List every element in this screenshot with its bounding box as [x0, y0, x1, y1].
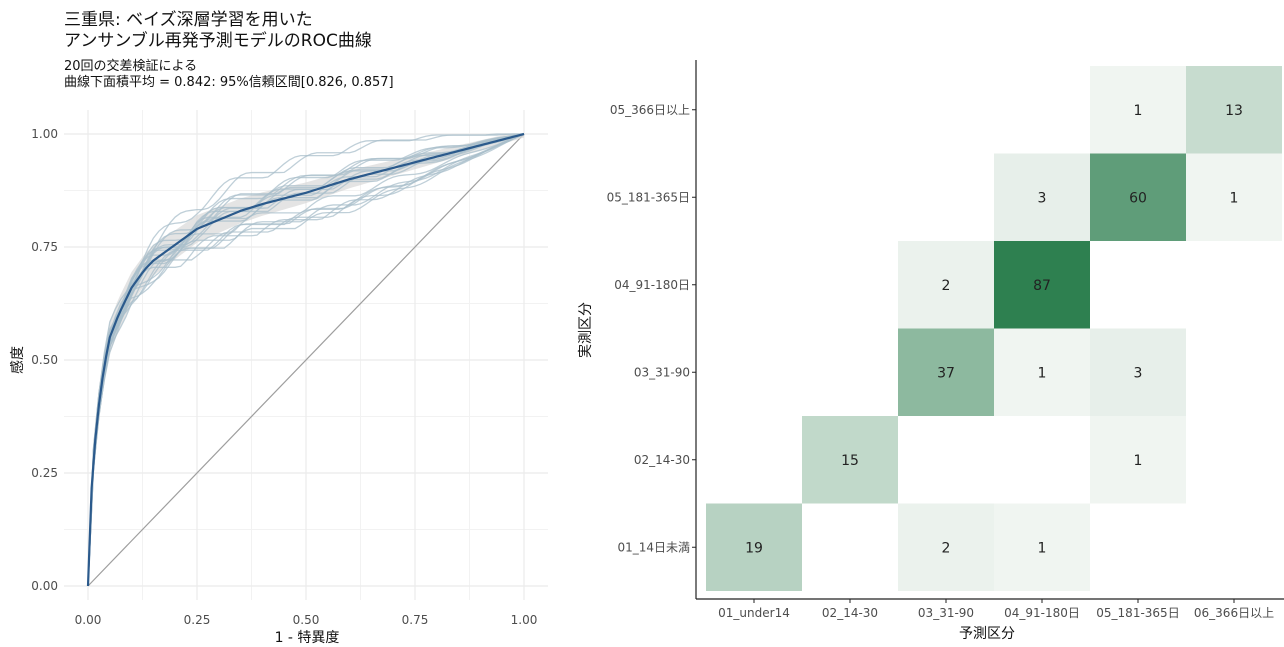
cm-cell-value: 3: [1038, 190, 1047, 206]
cm-x-tick-label: 03_31-90: [918, 606, 974, 620]
cm-cell: [1090, 416, 1186, 504]
cm-cell: [898, 241, 994, 329]
roc-title-line-1: 三重県: ベイズ深層学習を用いた: [64, 10, 313, 30]
cm-cell-value: 19: [745, 540, 763, 556]
cm-cell-value: 2: [942, 278, 951, 294]
cm-cell: [802, 416, 898, 504]
cm-cell: [1090, 328, 1186, 416]
roc-fold-curve: [87, 133, 525, 587]
roc-subtitle-line-1: 20回の交差検証による: [64, 58, 197, 74]
cm-cell-value: 37: [937, 365, 955, 381]
roc-mean-curve: [86, 132, 525, 587]
cm-cell: [706, 503, 802, 591]
cm-y-axis-title: 実測区分: [578, 302, 594, 358]
roc-subtitle-line-2: 曲線下面積平均 = 0.842: 95%信頼区間[0.826, 0.857]: [64, 74, 394, 90]
cm-cell-value: 87: [1033, 278, 1051, 294]
cm-cell-value: 13: [1225, 103, 1243, 119]
roc-x-tick-label: 1.00: [511, 613, 538, 627]
cm-cell: [994, 328, 1090, 416]
cm-x-tick-label: 05_181-365日: [1096, 606, 1179, 620]
cm-y-tick-label: 02_14-30: [634, 453, 690, 467]
cm-x-tick-label: 04_91-180日: [1004, 606, 1080, 620]
cm-cell-value: 2: [942, 540, 951, 556]
roc-x-axis-title: 1 - 特異度: [275, 630, 340, 646]
roc-x-tick-label: 0.75: [402, 613, 429, 627]
roc-fold-curve: [87, 133, 525, 587]
roc-y-tick-label: 0.75: [31, 240, 58, 254]
cm-y-tick-label: 05_366日以上: [610, 103, 690, 117]
cm-cell: [994, 241, 1090, 329]
cm-y-tick-label: 05_181-365日: [607, 190, 690, 204]
cm-cell-value: 60: [1129, 190, 1147, 206]
roc-x-tick-label: 0.50: [293, 613, 320, 627]
cm-y-tick-label: 01_14日未満: [617, 540, 690, 554]
cm-cell-value: 1: [1134, 103, 1143, 119]
cm-cell-value: 3: [1134, 365, 1143, 381]
roc-chart: 三重県: ベイズ深層学習を用いた アンサンブル再発予測モデルのROC曲線 20回…: [9, 10, 548, 646]
roc-x-tick-label: 0.25: [184, 613, 211, 627]
roc-title-line-2: アンサンブル再発予測モデルのROC曲線: [64, 30, 372, 51]
roc-plot-area: 0.00 0.25 0.50 0.75 1.00 0.00 0.25 0.50 0.75 1.00: [31, 110, 548, 627]
roc-y-tick-label: 1.00: [31, 127, 58, 141]
cm-cell: [994, 503, 1090, 591]
roc-fold-curve: [87, 133, 525, 587]
roc-fold-curve: [87, 133, 525, 587]
cm-cell-value: 1: [1038, 540, 1047, 556]
roc-fold-curve: [87, 133, 525, 587]
roc-fold-curve: [87, 133, 524, 587]
cm-x-tick-label: 01_under14: [718, 606, 790, 620]
cm-cell: [1090, 66, 1186, 154]
cm-y-tick-label: 04_91-180日: [614, 278, 690, 292]
cm-cell: [994, 153, 1090, 241]
cm-cell: [1186, 66, 1282, 154]
cm-cell: [898, 503, 994, 591]
cm-y-tick-label: 03_31-90: [634, 365, 690, 379]
roc-fold-curve: [87, 133, 525, 587]
roc-y-axis-title: 感度: [9, 346, 26, 374]
roc-y-tick-label: 0.50: [31, 353, 58, 367]
roc-fold-curve: [87, 133, 525, 587]
cm-x-axis-title: 予測区分: [959, 626, 1015, 642]
cm-x-tick-label: 02_14-30: [822, 606, 878, 620]
roc-chance-diagonal: [87, 133, 525, 587]
cm-cell-value: 1: [1134, 453, 1143, 469]
cm-x-tick-label: 06_366日以上: [1194, 606, 1274, 620]
cm-cell: [898, 328, 994, 416]
cm-cell-value: 15: [841, 453, 859, 469]
roc-y-tick-label: 0.00: [31, 579, 58, 593]
cm-cell: [1186, 153, 1282, 241]
cm-cell-value: 1: [1230, 190, 1239, 206]
cm-cell-value: 1: [1038, 365, 1047, 381]
roc-y-tick-label: 0.25: [31, 466, 58, 480]
cm-cell: [1090, 153, 1186, 241]
roc-fold-curve: [87, 133, 525, 587]
roc-x-tick-label: 0.00: [75, 613, 102, 627]
